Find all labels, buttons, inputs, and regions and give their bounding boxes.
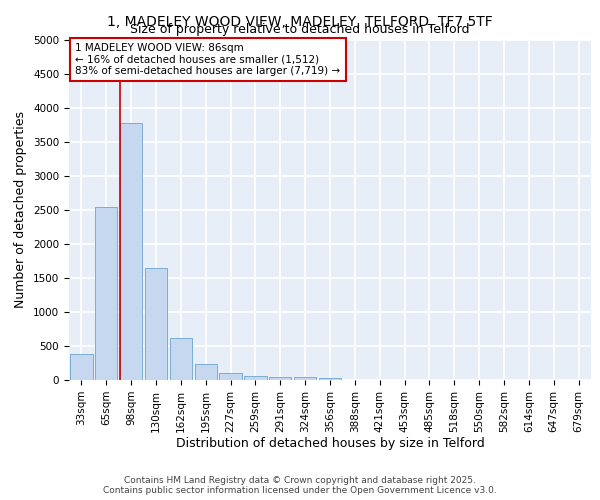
Bar [269, 377, 292, 380]
Text: 1 MADELEY WOOD VIEW: 86sqm
← 16% of detached houses are smaller (1,512)
83% of s: 1 MADELEY WOOD VIEW: 86sqm ← 16% of deta… [75, 42, 340, 76]
X-axis label: Distribution of detached houses by size in Telford: Distribution of detached houses by size … [176, 438, 484, 450]
Text: 1, MADELEY WOOD VIEW, MADELEY, TELFORD, TF7 5TF: 1, MADELEY WOOD VIEW, MADELEY, TELFORD, … [107, 15, 493, 29]
Text: Contains HM Land Registry data © Crown copyright and database right 2025.
Contai: Contains HM Land Registry data © Crown c… [103, 476, 497, 495]
Bar [70, 354, 92, 380]
Bar [145, 268, 167, 380]
Text: Size of property relative to detached houses in Telford: Size of property relative to detached ho… [130, 22, 470, 36]
Bar [294, 378, 316, 380]
Bar [220, 373, 242, 380]
Y-axis label: Number of detached properties: Number of detached properties [14, 112, 28, 308]
Bar [244, 376, 266, 380]
Bar [194, 364, 217, 380]
Bar [319, 378, 341, 380]
Bar [170, 338, 192, 380]
Bar [95, 206, 118, 380]
Bar [120, 123, 142, 380]
